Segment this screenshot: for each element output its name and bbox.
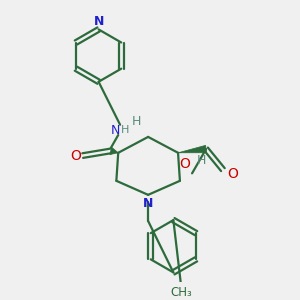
Polygon shape xyxy=(178,145,207,153)
Text: O: O xyxy=(179,158,190,172)
Text: O: O xyxy=(228,167,238,181)
Text: N: N xyxy=(93,15,104,28)
Text: H: H xyxy=(121,125,129,135)
Text: H: H xyxy=(132,115,142,128)
Text: CH₃: CH₃ xyxy=(170,286,192,299)
Text: O: O xyxy=(70,148,81,163)
Polygon shape xyxy=(110,147,118,155)
Text: N: N xyxy=(111,124,120,137)
Text: N: N xyxy=(143,197,153,210)
Text: H: H xyxy=(197,154,206,167)
